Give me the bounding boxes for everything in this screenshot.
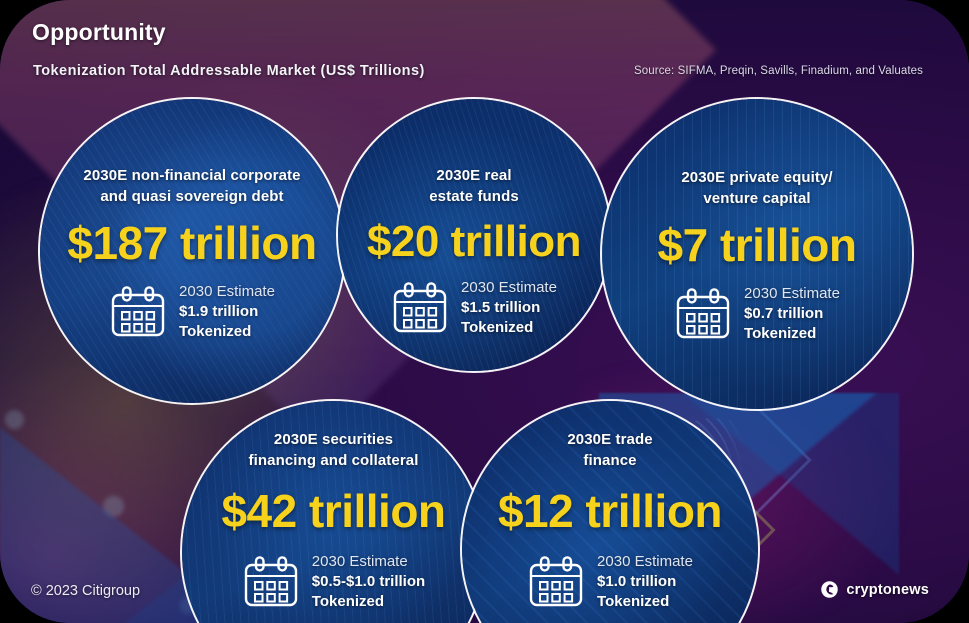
bubble-texture xyxy=(338,99,610,371)
estimate-value: $1.9 trillion xyxy=(179,302,259,320)
estimate-label: 2030 Estimate xyxy=(744,284,840,302)
source-attribution: Source: SIFMA, Preqin, Savills, Finadium… xyxy=(634,65,923,77)
cryptonews-wordmark: cryptonews xyxy=(846,581,929,598)
calendar-icon xyxy=(111,286,165,337)
estimate-label: 2030 Estimate xyxy=(597,552,693,570)
estimate-value: $1.0 trillion xyxy=(597,572,677,590)
bubble-heading-line1: 2030E private equity/ xyxy=(681,169,833,186)
bubble-value: $12 trillion xyxy=(497,484,723,537)
metric-bubble-corporate-debt[interactable]: 2030E non-financial corporate and quasi … xyxy=(38,97,346,405)
bubble-heading-line2: estate funds xyxy=(429,188,519,206)
bubble-estimate-block: 2030 Estimate $0.5-$1.0 trillion Tokeniz… xyxy=(312,552,425,613)
bubble-texture xyxy=(602,99,912,409)
cryptonews-mark-icon xyxy=(821,581,839,598)
estimate-label: 2030 Estimate xyxy=(461,278,557,296)
bubble-heading: 2030E trade finance xyxy=(567,429,652,472)
bubble-content: 2030E securities financing and collatera… xyxy=(182,401,485,623)
bubble-heading-line2: financing and collateral xyxy=(248,452,419,470)
page-subtitle: Tokenization Total Addressable Market (U… xyxy=(33,63,425,79)
calendar-icon xyxy=(393,282,447,333)
estimate-value: $0.5-$1.0 trillion xyxy=(311,572,426,590)
bubble-content: 2030E private equity/ venture capital $7… xyxy=(602,99,912,409)
bubble-estimate-block: 2030 Estimate $1.9 trillion Tokenized xyxy=(179,282,275,343)
calendar-icon xyxy=(244,556,297,607)
bubble-estimate-block: 2030 Estimate $1.0 trillion Tokenized xyxy=(597,552,693,613)
estimate-value: $1.5 trillion xyxy=(461,298,541,316)
metric-bubble-trade-finance[interactable]: 2030E trade finance $12 trillion xyxy=(460,399,760,623)
tokenized-label: Tokenized xyxy=(461,319,534,337)
bubble-value: $20 trillion xyxy=(366,216,582,266)
bubble-footer: 2030 Estimate $1.5 trillion Tokenized xyxy=(391,278,557,339)
bubble-heading-line2: venture capital xyxy=(703,190,811,208)
bubble-heading: 2030E non-financial corporate and quasi … xyxy=(83,165,300,208)
estimate-label: 2030 Estimate xyxy=(179,282,275,300)
bubble-estimate-block: 2030 Estimate $0.7 trillion Tokenized xyxy=(744,284,840,345)
bubble-footer: 2030 Estimate $0.5-$1.0 trillion Tokeniz… xyxy=(242,552,425,613)
bubble-content: 2030E trade finance $12 trillion xyxy=(462,401,758,623)
copyright-notice: © 2023 Citigroup xyxy=(31,583,141,599)
page-title: Opportunity xyxy=(32,19,166,45)
metric-bubble-securities-financing[interactable]: 2030E securities financing and collatera… xyxy=(180,399,487,623)
bubble-heading: 2030E private equity/ venture capital xyxy=(681,167,832,210)
bubble-texture xyxy=(462,401,758,623)
estimate-label: 2030 Estimate xyxy=(311,552,408,570)
tokenized-label: Tokenized xyxy=(597,593,670,611)
estimate-value: $0.7 trillion xyxy=(744,304,824,322)
bubble-heading-line1: 2030E trade xyxy=(567,431,653,448)
calendar-icon xyxy=(676,288,730,339)
bubble-heading-line1: 2030E real xyxy=(436,167,512,184)
bubble-heading-line1: 2030E securities xyxy=(273,431,394,448)
metric-bubble-private-equity[interactable]: 2030E private equity/ venture capital $7… xyxy=(600,97,914,411)
cryptonews-logo[interactable]: cryptonews xyxy=(820,580,929,599)
bubble-heading: 2030E real estate funds xyxy=(429,165,519,208)
bubble-value: $42 trillion xyxy=(221,484,446,537)
bubble-heading-line1: 2030E non-financial corporate xyxy=(83,167,301,184)
bubble-footer: 2030 Estimate $1.9 trillion Tokenized xyxy=(109,282,275,343)
bubble-footer: 2030 Estimate $1.0 trillion Tokenized xyxy=(527,552,693,613)
bubble-estimate-block: 2030 Estimate $1.5 trillion Tokenized xyxy=(461,278,557,339)
bubble-texture xyxy=(40,99,344,403)
bubble-heading: 2030E securities financing and collatera… xyxy=(249,429,419,472)
bubble-heading-line2: finance xyxy=(583,452,637,470)
tokenized-label: Tokenized xyxy=(179,323,252,341)
tokenized-label: Tokenized xyxy=(744,325,817,343)
bubble-value: $7 trillion xyxy=(657,218,857,271)
bubble-value: $187 trillion xyxy=(67,216,317,269)
bubble-content: 2030E non-financial corporate and quasi … xyxy=(40,99,344,403)
calendar-icon xyxy=(529,556,583,607)
bubble-heading-line2: and quasi sovereign debt xyxy=(100,188,284,206)
tokenized-label: Tokenized xyxy=(311,593,385,611)
bubble-footer: 2030 Estimate $0.7 trillion Tokenized xyxy=(674,284,840,345)
bubble-content: 2030E real estate funds $20 trillion xyxy=(338,99,610,371)
metric-bubble-real-estate-funds[interactable]: 2030E real estate funds $20 trillion xyxy=(336,97,612,373)
